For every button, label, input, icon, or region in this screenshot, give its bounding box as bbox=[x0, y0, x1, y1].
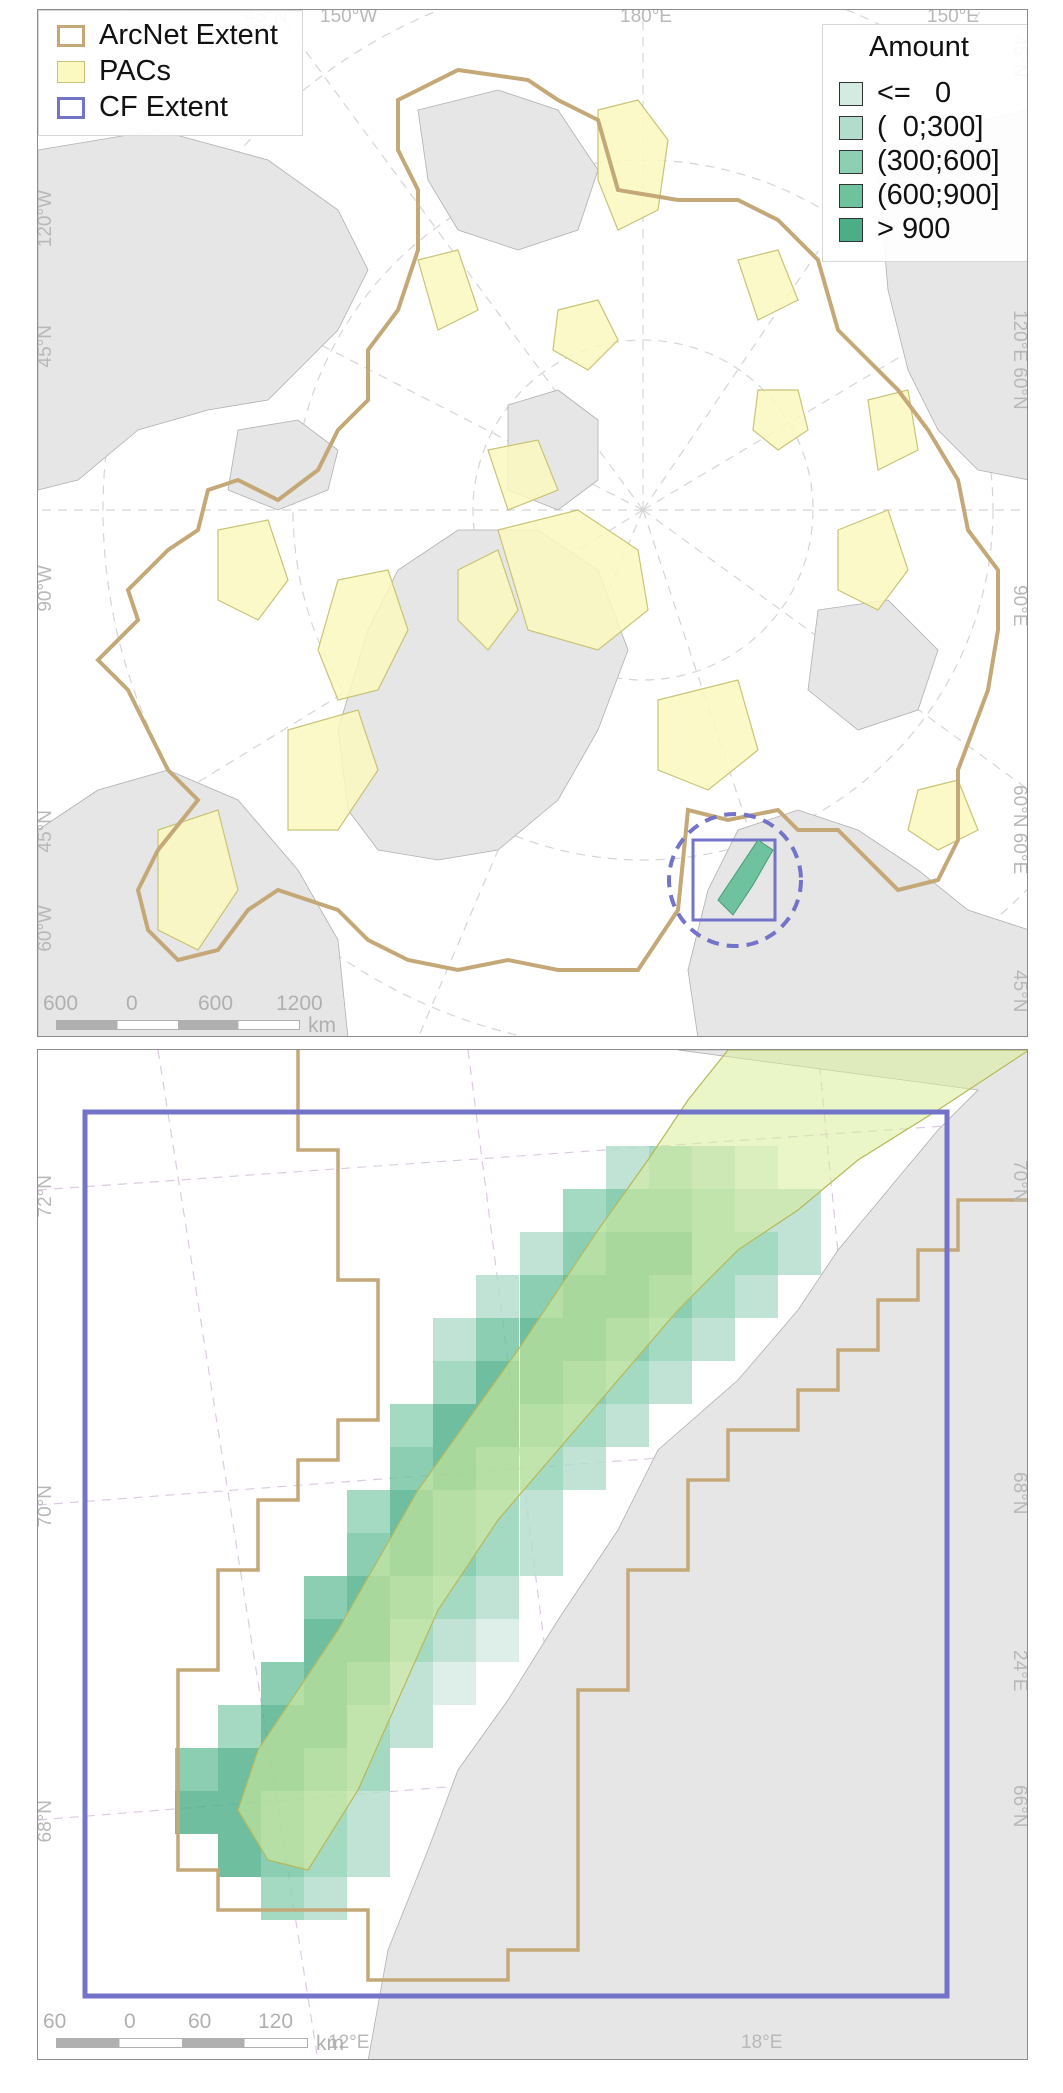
graticule-label: 70°N bbox=[37, 1485, 56, 1528]
amount-legend-item: > 900 bbox=[839, 213, 950, 246]
scale-tick-label: 600 bbox=[198, 992, 234, 1015]
graticule-label: 60°N 60°E bbox=[1009, 785, 1028, 875]
amount-legend-title: Amount bbox=[869, 31, 969, 63]
pacs-areas bbox=[157, 99, 979, 951]
scale-tick-label: 1200 bbox=[276, 992, 323, 1015]
graticule-label: 45°N bbox=[37, 325, 56, 368]
amount-legend-item: (600;900] bbox=[839, 179, 1000, 212]
legend-label: CF Extent bbox=[99, 91, 228, 123]
cf-extent-box bbox=[691, 838, 777, 922]
amount-label: ( 0;300] bbox=[877, 111, 984, 143]
legend-label: ArcNet Extent bbox=[99, 19, 278, 51]
layer-legend: ArcNet Extent PACs CF Extent bbox=[38, 10, 303, 136]
detail-map-canvas bbox=[38, 1050, 1027, 2059]
amount-swatch bbox=[839, 183, 863, 208]
detail-cf-extent-box bbox=[82, 1109, 950, 1999]
cf-extent-grid bbox=[717, 839, 774, 916]
graticule-label: 24°E bbox=[1009, 1650, 1028, 1692]
graticule-label: 72°N bbox=[37, 1175, 56, 1218]
graticule-label: 66°N bbox=[1009, 1785, 1028, 1828]
amount-legend-item: <= 0 bbox=[839, 77, 951, 110]
amount-label: (600;900] bbox=[877, 179, 1000, 211]
amount-label: <= 0 bbox=[877, 77, 952, 109]
amount-legend: Amount <= 0 ( 0;300] (300;600] (600;900]… bbox=[822, 24, 1027, 262]
graticule-label: 70°N bbox=[1009, 1160, 1028, 1203]
amount-swatch bbox=[839, 217, 863, 242]
scale-tick-label: 0 bbox=[126, 992, 138, 1015]
amount-swatch bbox=[839, 81, 863, 106]
scale-tick-label: 0 bbox=[124, 2010, 136, 2033]
scale-tick-label: 60 bbox=[188, 2010, 212, 2033]
detail-land bbox=[367, 1050, 1027, 2059]
graticule-label: 120°W bbox=[37, 190, 56, 248]
scale-unit: km bbox=[316, 2032, 344, 2055]
amount-legend-item: (300;600] bbox=[839, 145, 1000, 178]
graticule-label: 45°N bbox=[37, 810, 56, 853]
arcnet-swatch bbox=[57, 24, 85, 47]
detail-arcnet-outline bbox=[176, 1050, 1027, 1982]
graticule-label: 68°N bbox=[37, 1800, 56, 1843]
graticule-label: 180°E bbox=[620, 9, 672, 27]
graticule-label: 90°E bbox=[1009, 585, 1028, 627]
scale-tick-label: 60 bbox=[43, 2010, 67, 2033]
amount-label: > 900 bbox=[877, 213, 951, 245]
cf-zoom-circle bbox=[667, 812, 803, 948]
detail-scale-bar: 60 0 60 120 km bbox=[38, 2008, 358, 2056]
cf-extent-marker bbox=[667, 812, 803, 948]
graticule-label: 60°W bbox=[37, 905, 56, 952]
cf-extent-swatch bbox=[57, 96, 85, 119]
graticule-label: 120°E 60°N bbox=[1009, 310, 1028, 410]
scale-bar-graphic bbox=[56, 1020, 300, 1030]
legend-item-pacs: PACs bbox=[57, 55, 171, 88]
graticule-label: 12°E bbox=[328, 2032, 370, 2053]
arcnet-extent-outline bbox=[95, 67, 1000, 973]
scale-tick-label: 120 bbox=[258, 2010, 294, 2033]
graticule-label: 150°E bbox=[927, 9, 979, 27]
cf-extent-detail-map[interactable]: 72°N 70°N 68°N 70°N 68°N 24°E 66°N 12°E … bbox=[37, 1049, 1028, 2060]
graticule-label: 150°W bbox=[320, 9, 378, 27]
amount-swatch bbox=[839, 149, 863, 174]
graticule-label: 90°W bbox=[37, 565, 56, 612]
legend-label: PACs bbox=[99, 55, 171, 87]
legend-item-cf-extent: CF Extent bbox=[57, 91, 228, 124]
amount-label: (300;600] bbox=[877, 145, 1000, 177]
scale-unit: km bbox=[308, 1014, 336, 1037]
scale-tick-label: 600 bbox=[43, 992, 79, 1015]
scale-bar-graphic bbox=[56, 2038, 308, 2048]
graticule-label: 45°N bbox=[1009, 970, 1028, 1013]
amount-swatch bbox=[839, 115, 863, 140]
arctic-overview-map[interactable]: 45°N 150°W 180°E 150°E 120°W 45°N 90°W 4… bbox=[37, 9, 1028, 1037]
pacs-swatch bbox=[57, 60, 85, 83]
graticule-label: 68°N bbox=[1009, 1472, 1028, 1515]
amount-legend-item: ( 0;300] bbox=[839, 111, 983, 144]
graticule-label: 18°E bbox=[741, 2032, 783, 2053]
scale-bar: 600 0 600 1200 km bbox=[38, 990, 358, 1037]
legend-item-arcnet: ArcNet Extent bbox=[57, 19, 278, 52]
detail-pacs-area bbox=[237, 1050, 1027, 1871]
